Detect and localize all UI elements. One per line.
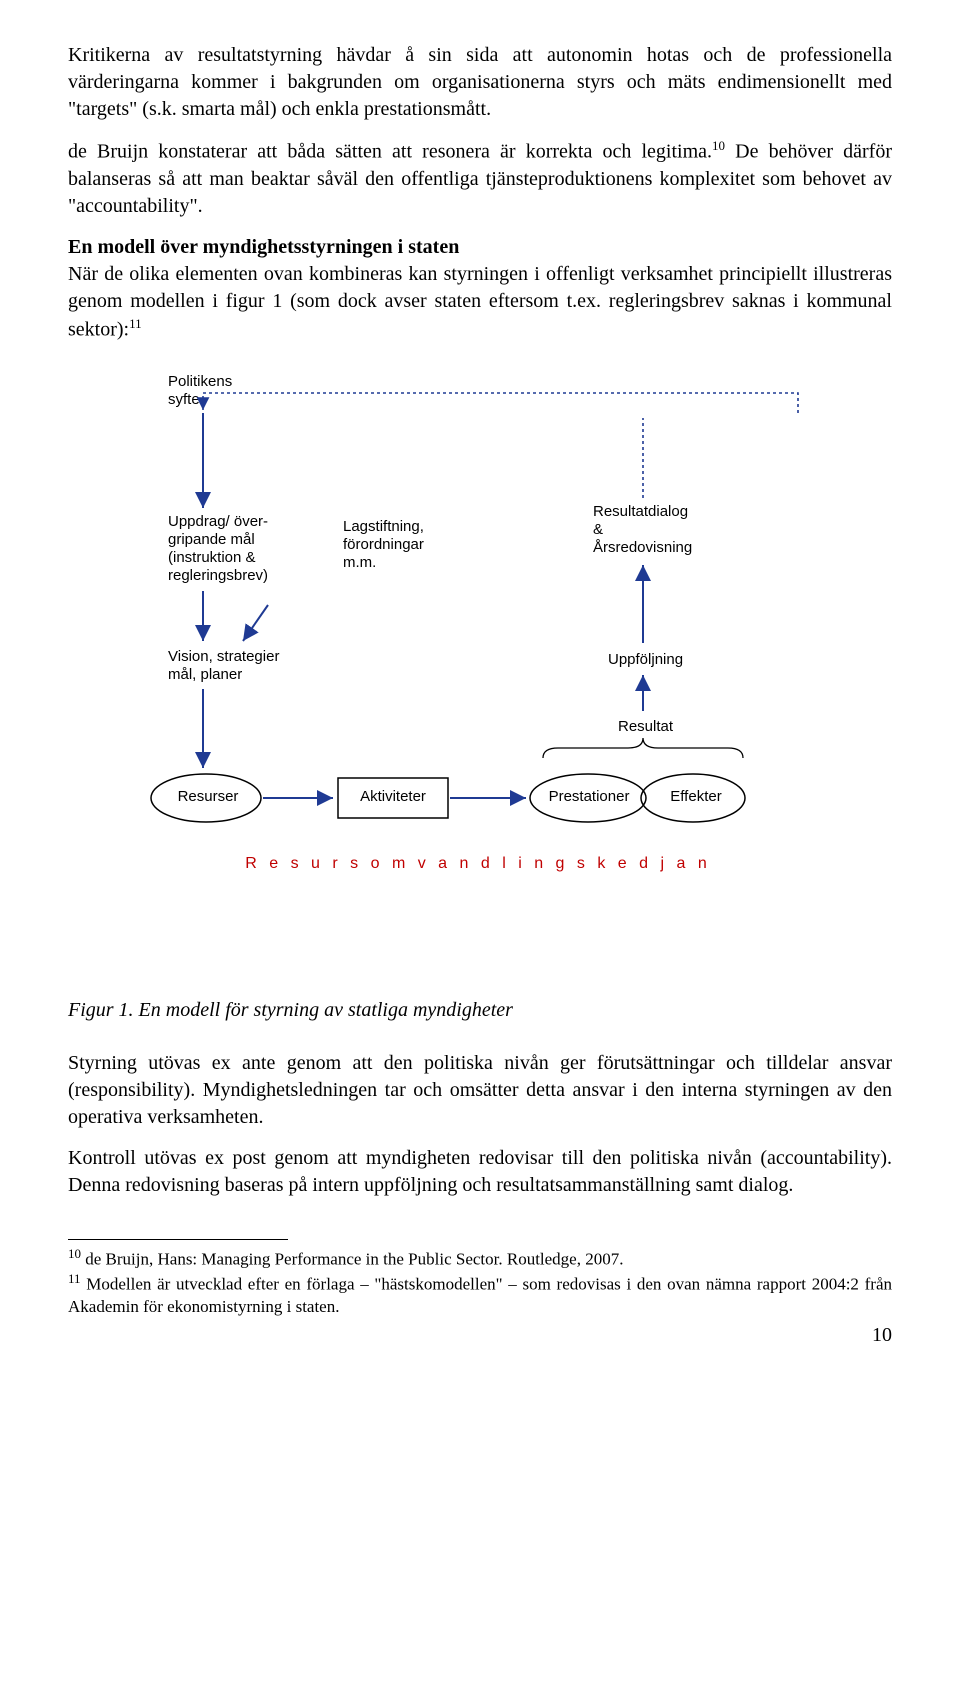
fn-ref-11: 11 bbox=[129, 316, 142, 331]
fn11-sup: 11 bbox=[68, 1271, 81, 1286]
footnote-10: 10 de Bruijn, Hans: Managing Performance… bbox=[68, 1246, 892, 1271]
fn10-sup: 10 bbox=[68, 1246, 81, 1261]
label-effekter: Effekter bbox=[661, 788, 731, 806]
fn11-text: Modellen är utvecklad efter en förlaga –… bbox=[68, 1275, 892, 1316]
label-uppfoljning: Uppföljning bbox=[608, 651, 708, 669]
para4: Styrning utövas ex ante genom att den po… bbox=[68, 1050, 892, 1131]
para3: En modell över myndighetsstyrningen i st… bbox=[68, 234, 892, 344]
para2-pre: de Bruijn konstaterar att båda sätten at… bbox=[68, 141, 712, 163]
para1: Kritikerna av resultatstyrning hävdar å … bbox=[68, 42, 892, 123]
figure-caption: Figur 1. En modell för styrning av statl… bbox=[68, 997, 892, 1024]
label-uppdrag: Uppdrag/ över- gripande mål (instruktion… bbox=[168, 513, 298, 585]
dotted-feedback-arrow bbox=[203, 393, 798, 413]
label-resultat: Resultat bbox=[618, 718, 718, 736]
figure-svg: Politikens syfte Responsibility = ge för… bbox=[68, 373, 888, 973]
figure-1: Politikens syfte Responsibility = ge för… bbox=[68, 373, 892, 981]
label-politikens: Politikens syfte bbox=[168, 373, 288, 409]
label-resultatdialog: Resultatdialog & Årsredovisning bbox=[593, 503, 723, 557]
para3-pre: När de olika elementen ovan kombineras k… bbox=[68, 263, 892, 341]
page-number: 10 bbox=[68, 1322, 892, 1349]
label-resurser: Resurser bbox=[168, 788, 248, 806]
fn-ref-10: 10 bbox=[712, 138, 725, 153]
label-prestationer: Prestationer bbox=[543, 788, 635, 806]
footnote-11: 11 Modellen är utvecklad efter en förlag… bbox=[68, 1271, 892, 1318]
label-lagstiftning: Lagstiftning, förordningar m.m. bbox=[343, 518, 463, 572]
section-heading: En modell över myndighetsstyrningen i st… bbox=[68, 236, 459, 258]
label-vision: Vision, strategier mål, planer bbox=[168, 648, 308, 684]
fn10-text: de Bruijn, Hans: Managing Performance in… bbox=[81, 1250, 623, 1269]
label-aktiviteter: Aktiviteter bbox=[343, 788, 443, 806]
label-kedja: R e s u r s o m v a n d l i n g s k e d … bbox=[198, 853, 758, 875]
para2: de Bruijn konstaterar att båda sätten at… bbox=[68, 137, 892, 220]
arrow-lag-vision bbox=[243, 605, 268, 641]
para5: Kontroll utövas ex post genom att myndig… bbox=[68, 1145, 892, 1199]
footnote-rule bbox=[68, 1239, 288, 1240]
